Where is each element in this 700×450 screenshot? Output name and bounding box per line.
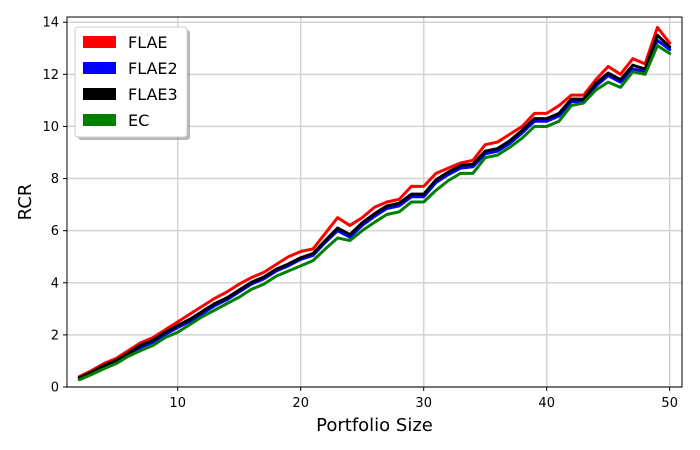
legend-swatch-flae2 bbox=[83, 62, 116, 74]
y-tick-label: 10 bbox=[42, 120, 59, 135]
series-line-flae bbox=[77, 25, 672, 379]
series-layer bbox=[77, 25, 672, 382]
series-line-flae3 bbox=[77, 33, 672, 380]
x-tick-label: 50 bbox=[661, 396, 678, 411]
y-tick-label: 12 bbox=[42, 68, 59, 83]
legend-label-flae3: FLAE3 bbox=[128, 85, 178, 104]
x-tick-label: 40 bbox=[538, 396, 555, 411]
series-line-flae2 bbox=[77, 38, 672, 380]
y-tick-label: 2 bbox=[51, 328, 59, 343]
y-tick-label: 14 bbox=[42, 16, 59, 31]
y-tick-label: 0 bbox=[51, 381, 59, 396]
x-axis-label: Portfolio Size bbox=[316, 415, 433, 436]
y-axis-label: RCR bbox=[15, 184, 36, 221]
plot-frame bbox=[66, 16, 683, 388]
x-tick-label: 20 bbox=[292, 396, 309, 411]
tick-layer: 10 20 30 40 50 0 2 4 6 8 10 12 14 bbox=[42, 16, 678, 411]
x-tick-label: 10 bbox=[169, 396, 186, 411]
x-tick-label: 30 bbox=[415, 396, 432, 411]
legend-swatch-flae bbox=[83, 36, 116, 48]
legend-label-flae2: FLAE2 bbox=[128, 59, 178, 78]
series-line-ec bbox=[77, 44, 672, 382]
y-tick-label: 4 bbox=[51, 276, 59, 291]
legend: FLAE FLAE2 FLAE3 EC bbox=[74, 26, 190, 140]
legend-swatch-flae3 bbox=[83, 88, 116, 100]
legend-label-ec: EC bbox=[128, 111, 149, 130]
legend-label-flae: FLAE bbox=[128, 33, 168, 52]
legend-box bbox=[74, 26, 188, 138]
y-tick-label: 8 bbox=[51, 172, 59, 187]
y-tick-label: 6 bbox=[51, 224, 59, 239]
legend-swatch-ec bbox=[83, 114, 116, 126]
